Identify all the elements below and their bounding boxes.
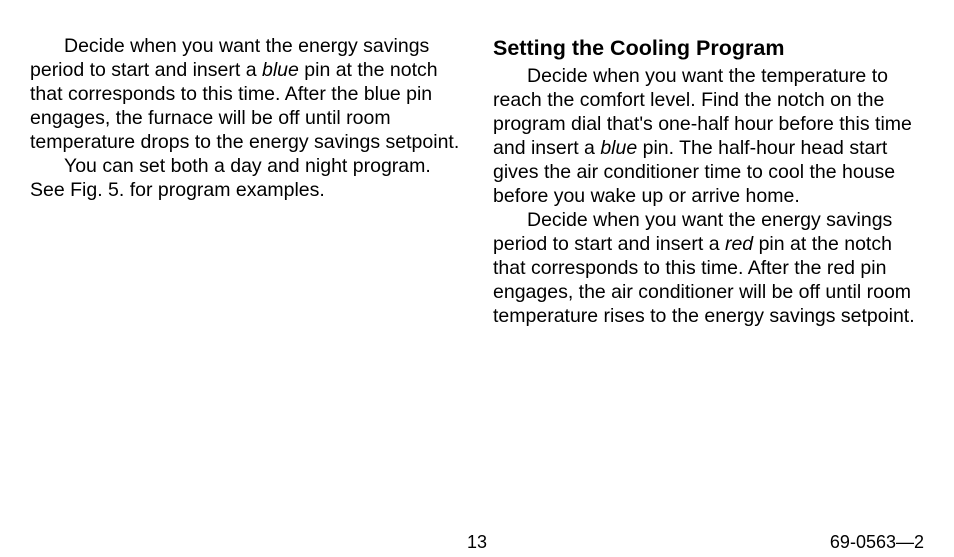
right-para-2: Decide when you want the energy savings …: [493, 209, 924, 329]
left-column: Decide when you want the energy savings …: [30, 35, 461, 485]
section-heading: Setting the Cooling Program: [493, 35, 924, 61]
right-column: Setting the Cooling Program Decide when …: [493, 35, 924, 485]
right-para-1: Decide when you want the temperature to …: [493, 65, 924, 209]
page-number: 13: [467, 532, 487, 553]
left-para-1: Decide when you want the energy savings …: [30, 35, 461, 155]
left-para-2: You can set both a day and night program…: [30, 155, 461, 203]
page: Decide when you want the energy savings …: [0, 0, 954, 557]
red-pin-word: red: [725, 233, 753, 255]
document-id: 69-0563—2: [830, 532, 924, 553]
blue-pin-word-2: blue: [600, 137, 637, 159]
text-columns: Decide when you want the energy savings …: [30, 35, 924, 485]
blue-pin-word: blue: [262, 59, 299, 81]
